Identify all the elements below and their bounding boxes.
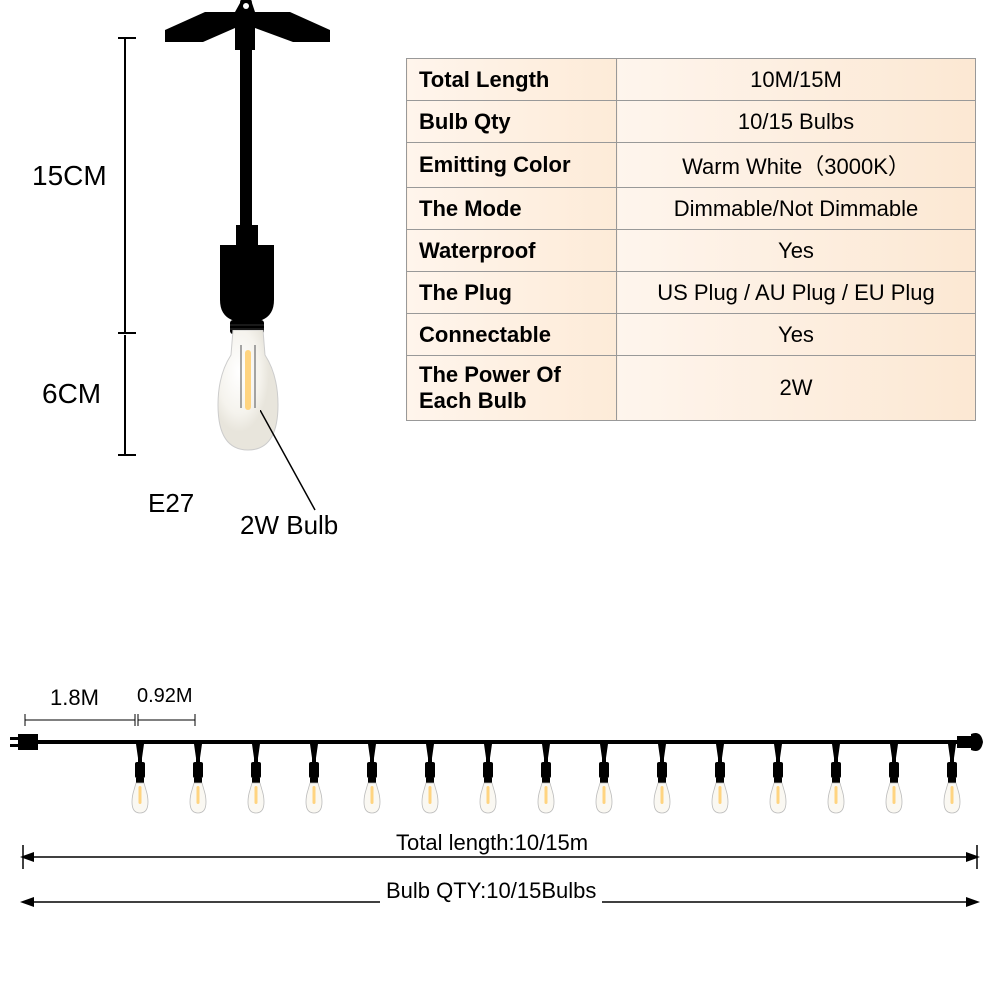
mini-bulb-icon	[416, 740, 444, 820]
spec-row: WaterproofYes	[407, 230, 976, 272]
mini-bulb-icon	[474, 740, 502, 820]
mini-bulb-icon	[706, 740, 734, 820]
dim-label-socket: 15CM	[32, 160, 107, 192]
mini-bulb-icon	[242, 740, 270, 820]
spec-value: 10M/15M	[617, 59, 976, 101]
lead-length-label: 1.8M	[50, 685, 99, 711]
dim-line-socket	[124, 38, 126, 333]
dim-tick	[118, 332, 136, 334]
lead-dim-line	[20, 712, 140, 732]
spec-value: Yes	[617, 314, 976, 356]
plug-left-icon	[10, 730, 40, 754]
spec-value: Warm White（3000K）	[617, 143, 976, 188]
mini-bulb-icon	[822, 740, 850, 820]
callout-line	[260, 410, 350, 520]
bulb-qty-label: Bulb QTY:10/15Bulbs	[380, 878, 602, 904]
spec-row: ConnectableYes	[407, 314, 976, 356]
mini-bulb-icon	[648, 740, 676, 820]
spec-value: Dimmable/Not Dimmable	[617, 188, 976, 230]
total-length-label: Total length:10/15m	[390, 830, 594, 856]
spec-value: 10/15 Bulbs	[617, 101, 976, 143]
spec-label: Emitting Color	[407, 143, 617, 188]
spec-row: Total Length10M/15M	[407, 59, 976, 101]
dim-label-bulb: 6CM	[42, 378, 101, 410]
dim-line-bulb	[124, 335, 126, 455]
spacing-label: 0.92M	[137, 685, 193, 708]
spec-row: The PlugUS Plug / AU Plug / EU Plug	[407, 272, 976, 314]
spec-value: Yes	[617, 230, 976, 272]
spec-label: The Power Of Each Bulb	[407, 356, 617, 421]
spec-label: Connectable	[407, 314, 617, 356]
socket-icon	[212, 225, 282, 340]
mini-bulb-icon	[300, 740, 328, 820]
spec-row: The ModeDimmable/Not Dimmable	[407, 188, 976, 230]
spec-value: 2W	[617, 356, 976, 421]
spec-label: The Plug	[407, 272, 617, 314]
mini-bulb-icon	[184, 740, 212, 820]
spec-label: Bulb Qty	[407, 101, 617, 143]
spec-row: The Power Of Each Bulb2W	[407, 356, 976, 421]
mini-bulb-icon	[126, 740, 154, 820]
spacing-dim-line	[135, 712, 200, 732]
bulb-watt-label: 2W Bulb	[240, 510, 338, 541]
mini-bulb-icon	[590, 740, 618, 820]
mini-bulb-icon	[764, 740, 792, 820]
cord-icon	[240, 50, 252, 230]
string-light-diagram: 1.8M 0.92M	[20, 690, 980, 970]
spec-label: Total Length	[407, 59, 617, 101]
spec-row: Bulb Qty10/15 Bulbs	[407, 101, 976, 143]
dim-tick	[118, 37, 136, 39]
spec-label: The Mode	[407, 188, 617, 230]
mini-bulb-icon	[358, 740, 386, 820]
spec-label: Waterproof	[407, 230, 617, 272]
specs-table: Total Length10M/15M Bulb Qty10/15 Bulbs …	[406, 58, 976, 421]
mini-bulb-icon	[938, 740, 966, 820]
spec-value: US Plug / AU Plug / EU Plug	[617, 272, 976, 314]
mini-bulb-icon	[880, 740, 908, 820]
dim-tick	[118, 454, 136, 456]
mini-bulb-icon	[532, 740, 560, 820]
bulb-socket-diagram: 15CM 6CM E27 2W Bulb	[0, 0, 420, 580]
spec-row: Emitting ColorWarm White（3000K）	[407, 143, 976, 188]
bulb-type-label: E27	[148, 488, 194, 519]
